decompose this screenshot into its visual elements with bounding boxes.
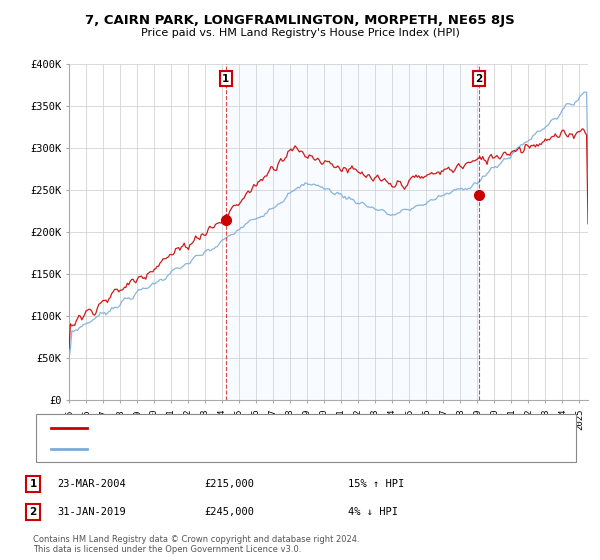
Bar	[226, 64, 479, 400]
Text: 1: 1	[29, 479, 37, 489]
Text: Price paid vs. HM Land Registry's House Price Index (HPI): Price paid vs. HM Land Registry's House …	[140, 28, 460, 38]
Text: 4% ↓ HPI: 4% ↓ HPI	[348, 507, 398, 517]
Text: 7, CAIRN PARK, LONGFRAMLINGTON, MORPETH, NE65 8JS: 7, CAIRN PARK, LONGFRAMLINGTON, MORPETH,…	[85, 14, 515, 27]
Text: 23-MAR-2004: 23-MAR-2004	[57, 479, 126, 489]
Text: 31-JAN-2019: 31-JAN-2019	[57, 507, 126, 517]
Text: HPI: Average price, detached house, Northumberland: HPI: Average price, detached house, Nort…	[93, 444, 355, 454]
Text: £215,000: £215,000	[204, 479, 254, 489]
Text: 2: 2	[29, 507, 37, 517]
Text: 7, CAIRN PARK, LONGFRAMLINGTON, MORPETH, NE65 8JS (detached house): 7, CAIRN PARK, LONGFRAMLINGTON, MORPETH,…	[93, 423, 463, 433]
Text: 15% ↑ HPI: 15% ↑ HPI	[348, 479, 404, 489]
Text: Contains HM Land Registry data © Crown copyright and database right 2024.
This d: Contains HM Land Registry data © Crown c…	[33, 535, 359, 554]
Text: 2: 2	[475, 74, 482, 83]
Text: 1: 1	[222, 74, 230, 83]
Text: £245,000: £245,000	[204, 507, 254, 517]
